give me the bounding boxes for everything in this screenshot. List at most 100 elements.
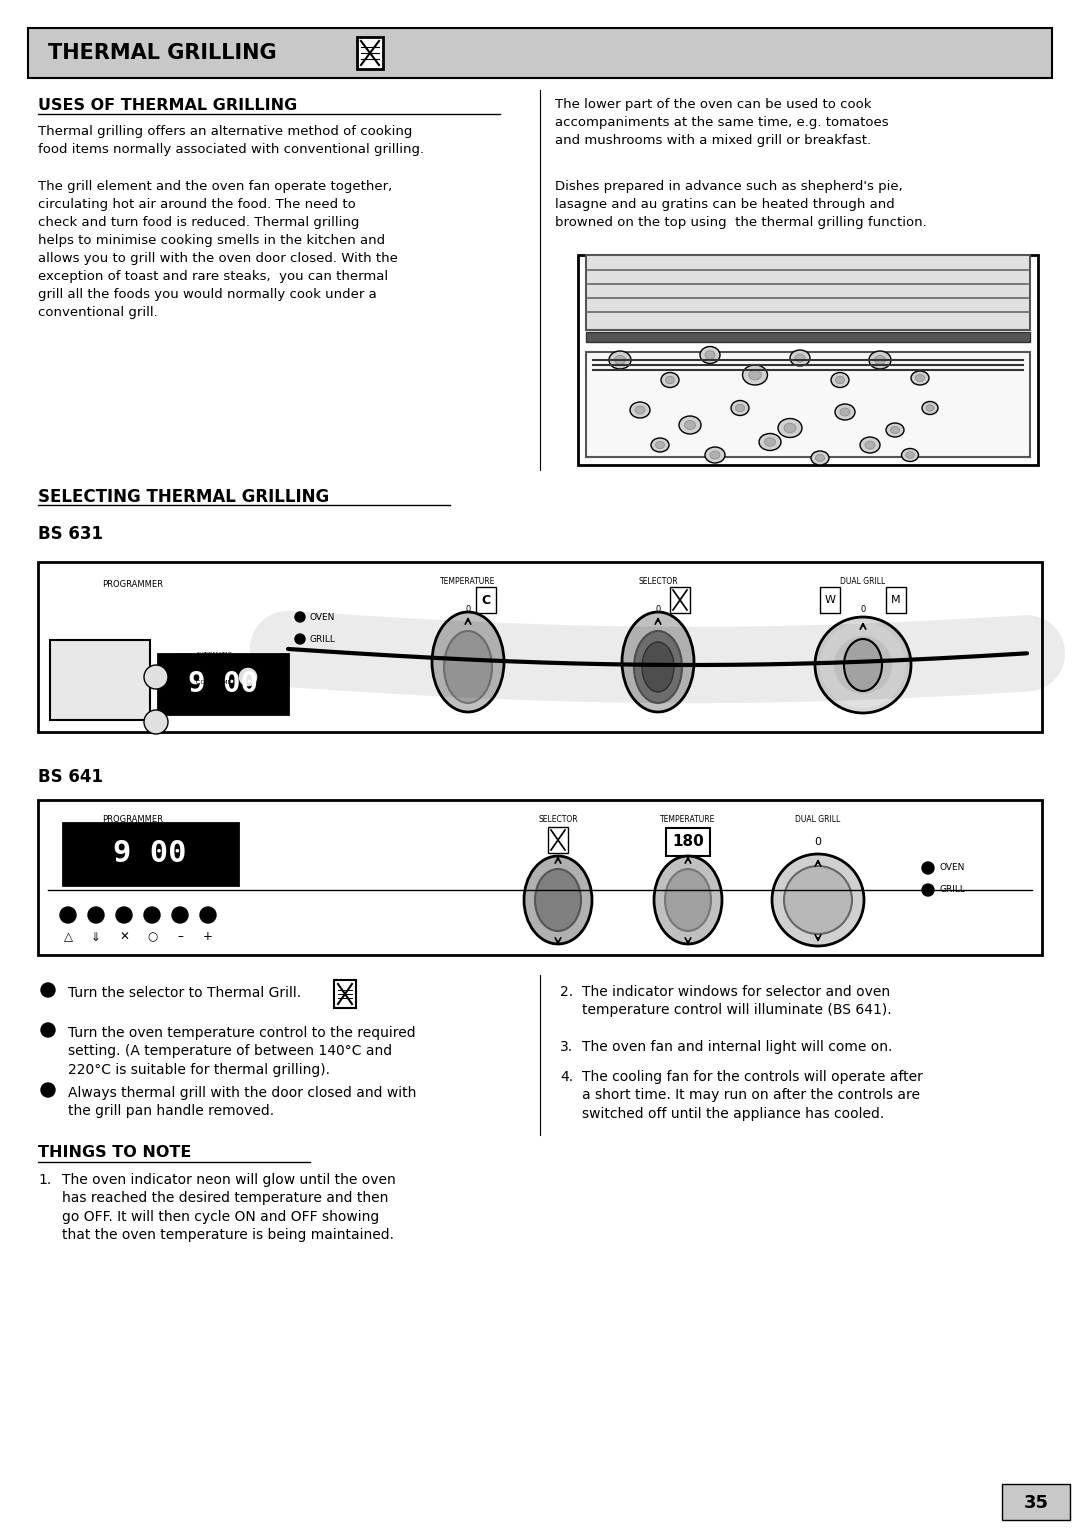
Text: ✕: ✕ xyxy=(119,931,129,943)
Ellipse shape xyxy=(748,370,761,380)
Ellipse shape xyxy=(906,452,915,458)
Ellipse shape xyxy=(836,376,845,384)
Ellipse shape xyxy=(912,371,929,385)
Ellipse shape xyxy=(875,356,886,365)
Bar xyxy=(63,824,238,885)
Text: PROGRAMMER: PROGRAMMER xyxy=(103,581,163,588)
Bar xyxy=(334,979,356,1008)
Text: 9 00: 9 00 xyxy=(113,839,187,868)
Ellipse shape xyxy=(710,451,720,458)
Circle shape xyxy=(922,885,934,895)
Text: △: △ xyxy=(64,931,72,943)
Bar xyxy=(1002,1484,1070,1520)
Circle shape xyxy=(41,983,55,996)
Ellipse shape xyxy=(789,350,810,367)
Ellipse shape xyxy=(535,869,581,931)
Text: BS 631: BS 631 xyxy=(38,526,103,542)
Bar xyxy=(28,28,1052,78)
Text: The oven indicator neon will glow until the oven
has reached the desired tempera: The oven indicator neon will glow until … xyxy=(62,1174,395,1242)
Circle shape xyxy=(60,908,76,923)
Ellipse shape xyxy=(651,439,669,452)
Circle shape xyxy=(827,630,899,701)
Text: DUAL GRILL: DUAL GRILL xyxy=(840,578,886,587)
Text: Dishes prepared in advance such as shepherd's pie,
lasagne and au gratins can be: Dishes prepared in advance such as sheph… xyxy=(555,180,927,229)
Text: M: M xyxy=(891,594,901,605)
Ellipse shape xyxy=(869,351,891,368)
Circle shape xyxy=(295,613,305,622)
Ellipse shape xyxy=(642,642,674,692)
Bar xyxy=(586,351,1030,457)
Text: TIMER: TIMER xyxy=(195,694,215,698)
Ellipse shape xyxy=(815,454,824,461)
Text: ○: ○ xyxy=(147,931,157,943)
Ellipse shape xyxy=(665,869,711,931)
Ellipse shape xyxy=(784,423,796,432)
Text: Turn the selector to Thermal Grill.: Turn the selector to Thermal Grill. xyxy=(68,986,301,999)
Bar xyxy=(50,640,150,720)
Ellipse shape xyxy=(916,374,924,382)
Ellipse shape xyxy=(444,631,492,703)
Ellipse shape xyxy=(765,437,775,446)
Text: THINGS TO NOTE: THINGS TO NOTE xyxy=(38,1144,191,1160)
Ellipse shape xyxy=(735,405,744,411)
Text: TEMPERATURE: TEMPERATURE xyxy=(660,814,716,824)
Ellipse shape xyxy=(661,373,679,388)
Text: Always thermal grill with the door closed and with
the grill pan handle removed.: Always thermal grill with the door close… xyxy=(68,1086,417,1118)
Ellipse shape xyxy=(665,376,675,384)
Circle shape xyxy=(87,908,104,923)
Text: 0: 0 xyxy=(861,605,866,614)
Bar xyxy=(38,801,1042,955)
Ellipse shape xyxy=(835,403,855,420)
Bar xyxy=(586,332,1030,342)
Text: GRILL: GRILL xyxy=(310,634,336,643)
Text: MANUAL: MANUAL xyxy=(195,707,222,712)
Ellipse shape xyxy=(926,405,934,411)
Ellipse shape xyxy=(865,442,875,449)
Ellipse shape xyxy=(679,416,701,434)
Text: 0: 0 xyxy=(814,837,822,847)
Text: –: – xyxy=(177,931,183,943)
Text: SELECTOR: SELECTOR xyxy=(638,578,678,587)
Circle shape xyxy=(172,908,188,923)
Text: 35: 35 xyxy=(1024,1494,1049,1513)
Ellipse shape xyxy=(795,354,805,362)
Circle shape xyxy=(772,854,864,946)
Circle shape xyxy=(144,908,160,923)
Text: 1.: 1. xyxy=(38,1174,51,1187)
Text: 0: 0 xyxy=(656,605,661,614)
Text: PROGRAMMER: PROGRAMMER xyxy=(103,814,163,824)
Ellipse shape xyxy=(705,448,725,463)
Ellipse shape xyxy=(634,631,681,703)
Circle shape xyxy=(41,1083,55,1097)
Text: 0: 0 xyxy=(465,605,471,614)
Circle shape xyxy=(784,866,852,934)
Bar xyxy=(820,587,840,613)
Ellipse shape xyxy=(840,408,850,416)
Ellipse shape xyxy=(811,451,829,465)
Text: BS 641: BS 641 xyxy=(38,769,103,785)
Ellipse shape xyxy=(922,402,939,414)
Ellipse shape xyxy=(743,365,768,385)
Text: The oven fan and internal light will come on.: The oven fan and internal light will com… xyxy=(582,1041,892,1054)
Bar xyxy=(886,587,906,613)
Ellipse shape xyxy=(778,419,802,437)
Ellipse shape xyxy=(860,437,880,452)
Text: 2.: 2. xyxy=(561,986,573,999)
Ellipse shape xyxy=(656,442,664,449)
Ellipse shape xyxy=(524,856,592,944)
Ellipse shape xyxy=(700,347,720,364)
Bar xyxy=(586,255,1030,330)
Ellipse shape xyxy=(630,402,650,419)
Text: AUTOMATIC: AUTOMATIC xyxy=(195,651,233,657)
Bar xyxy=(158,654,288,714)
Ellipse shape xyxy=(615,356,625,365)
Text: 9 00: 9 00 xyxy=(188,669,258,698)
Ellipse shape xyxy=(843,639,882,691)
Text: +: + xyxy=(203,931,213,943)
Text: SELECTOR: SELECTOR xyxy=(538,814,578,824)
Text: DUAL GRILL: DUAL GRILL xyxy=(795,814,840,824)
Ellipse shape xyxy=(731,400,750,416)
Bar xyxy=(670,587,690,613)
Text: 180: 180 xyxy=(672,834,704,850)
Circle shape xyxy=(295,634,305,643)
